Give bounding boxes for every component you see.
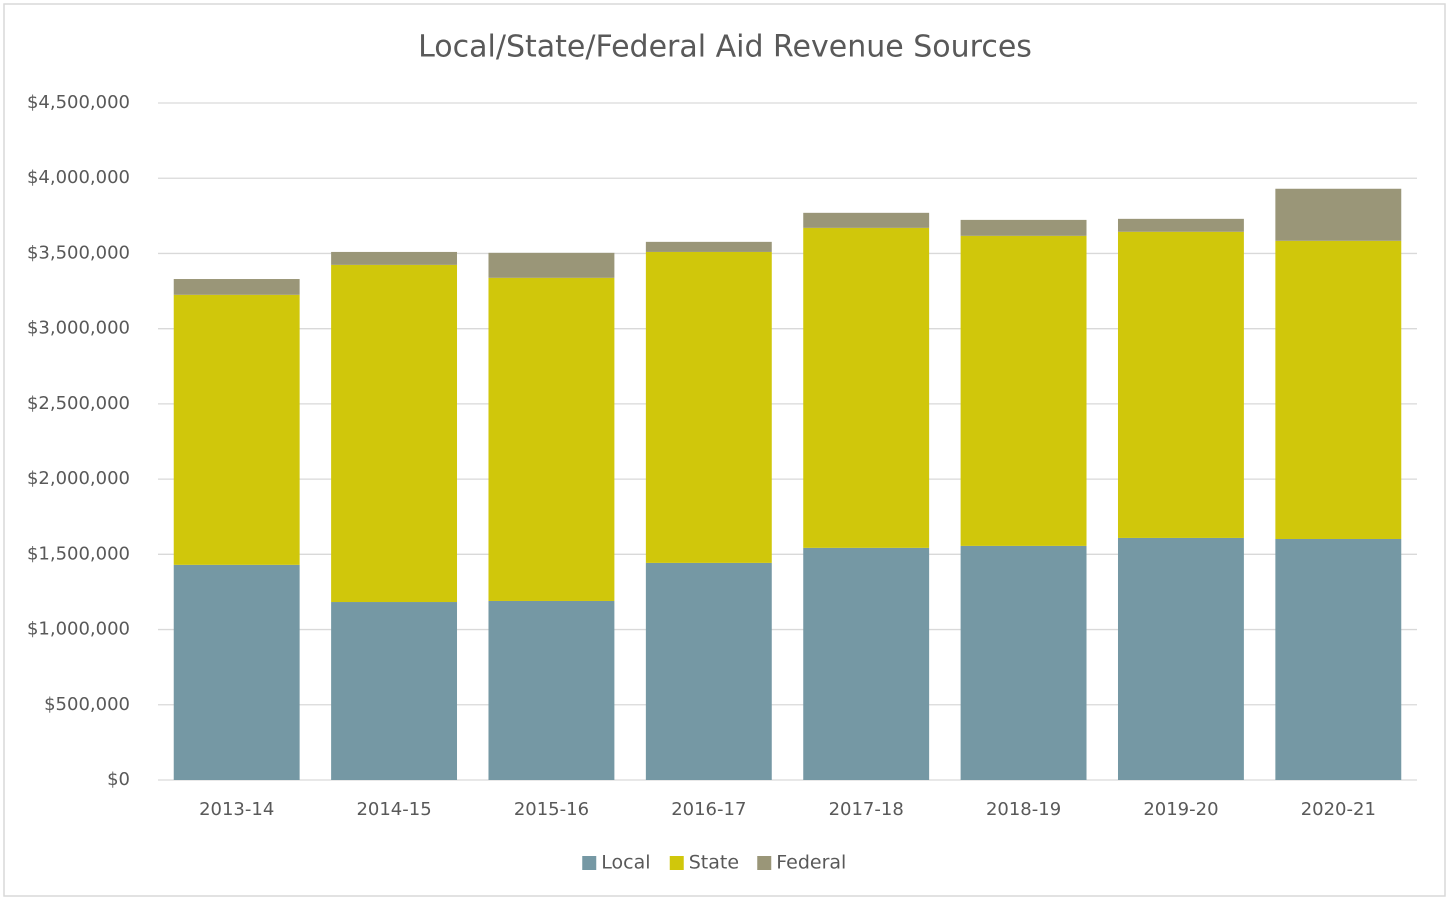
bar-segment bbox=[488, 600, 615, 780]
y-tick-label: $3,500,000 bbox=[27, 242, 130, 263]
bar-segment bbox=[1275, 240, 1402, 539]
legend-label: Local bbox=[601, 852, 650, 874]
bar-segment bbox=[173, 279, 300, 295]
x-tick-label: 2013-14 bbox=[199, 799, 274, 820]
bar-segment bbox=[960, 545, 1087, 780]
bar-segment bbox=[1117, 218, 1244, 232]
bar-segment bbox=[1275, 188, 1402, 241]
y-tick-label: $3,000,000 bbox=[27, 318, 130, 339]
bar-segment bbox=[645, 241, 772, 252]
x-tick-label: 2019-20 bbox=[1143, 799, 1218, 820]
legend-swatch bbox=[669, 856, 684, 870]
x-tick-label: 2020-21 bbox=[1301, 799, 1376, 820]
y-tick-label: $1,500,000 bbox=[27, 543, 130, 564]
bar-segment bbox=[645, 562, 772, 780]
y-tick-label: $4,500,000 bbox=[27, 92, 130, 113]
chart-title: Local/State/Federal Aid Revenue Sources bbox=[418, 30, 1032, 65]
bar-segment bbox=[331, 251, 458, 265]
bar-segment bbox=[331, 602, 458, 780]
x-tick-label: 2014-15 bbox=[356, 799, 431, 820]
x-tick-label: 2018-19 bbox=[986, 799, 1061, 820]
bar-segment bbox=[803, 227, 930, 548]
y-tick-label: $2,500,000 bbox=[27, 393, 130, 414]
bar-segment bbox=[960, 235, 1087, 546]
y-tick-label: $0 bbox=[107, 769, 130, 790]
legend-swatch bbox=[582, 856, 597, 870]
bar-segment bbox=[803, 547, 930, 780]
y-tick-label: $2,000,000 bbox=[27, 468, 130, 489]
y-tick-label: $1,000,000 bbox=[27, 619, 130, 640]
legend-label: State bbox=[689, 852, 739, 874]
bar-segment bbox=[960, 219, 1087, 236]
bar-segment bbox=[1117, 537, 1244, 780]
bar-segment bbox=[1275, 538, 1402, 780]
x-tick-label: 2016-17 bbox=[671, 799, 746, 820]
bar-segment bbox=[173, 294, 300, 565]
bar-segment bbox=[488, 277, 615, 601]
legend-label: Federal bbox=[776, 852, 846, 874]
bar-segment bbox=[645, 251, 772, 563]
bar-segment bbox=[1117, 231, 1244, 538]
y-tick-label: $500,000 bbox=[44, 694, 130, 715]
bar-segment bbox=[331, 264, 458, 603]
y-tick-label: $4,000,000 bbox=[27, 167, 130, 188]
bar-segment bbox=[803, 212, 930, 228]
bar-segment bbox=[488, 252, 615, 278]
x-tick-label: 2017-18 bbox=[829, 799, 904, 820]
bar-segment bbox=[173, 564, 300, 780]
x-tick-label: 2015-16 bbox=[514, 799, 589, 820]
legend-swatch bbox=[757, 856, 772, 870]
